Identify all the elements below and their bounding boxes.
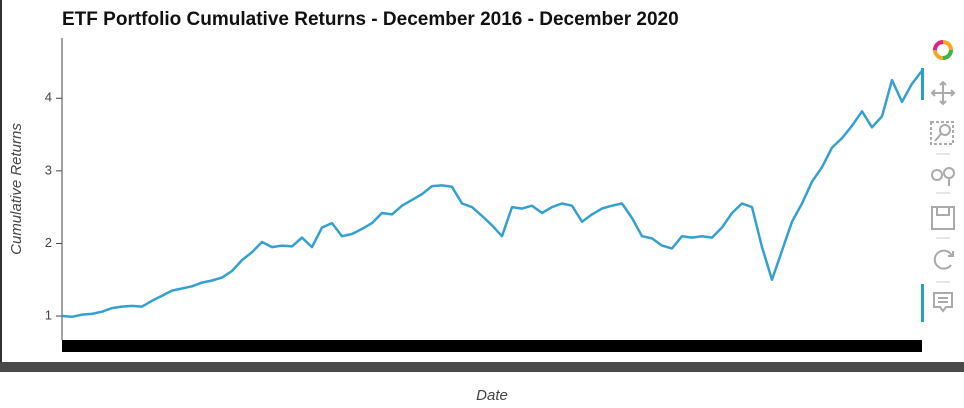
chart-title: ETF Portfolio Cumulative Returns - Decem… bbox=[62, 9, 679, 30]
wheel-zoom-tool[interactable] bbox=[931, 167, 955, 186]
save-tool[interactable] bbox=[931, 206, 955, 230]
toolbar bbox=[921, 40, 956, 322]
hover-tool[interactable] bbox=[933, 292, 953, 313]
line-series bbox=[61, 69, 923, 319]
reset-tool[interactable] bbox=[933, 249, 954, 270]
y-tick-label: 4 bbox=[45, 90, 52, 105]
y-tick-label: 3 bbox=[45, 162, 52, 177]
y-tick-label: 1 bbox=[45, 307, 52, 322]
active-indicator bbox=[921, 68, 924, 100]
bokeh-logo[interactable] bbox=[933, 40, 953, 60]
y-tick-label: 2 bbox=[45, 235, 52, 250]
x-axis-bar bbox=[62, 340, 922, 352]
x-axis-label: Date bbox=[476, 387, 508, 404]
left-border bbox=[0, 0, 2, 372]
divider bbox=[0, 362, 964, 372]
active-indicator bbox=[921, 284, 924, 322]
box-zoom-tool[interactable] bbox=[930, 121, 954, 145]
pan-tool[interactable] bbox=[930, 80, 956, 106]
y-axis-label: Cumulative Returns bbox=[8, 123, 25, 255]
